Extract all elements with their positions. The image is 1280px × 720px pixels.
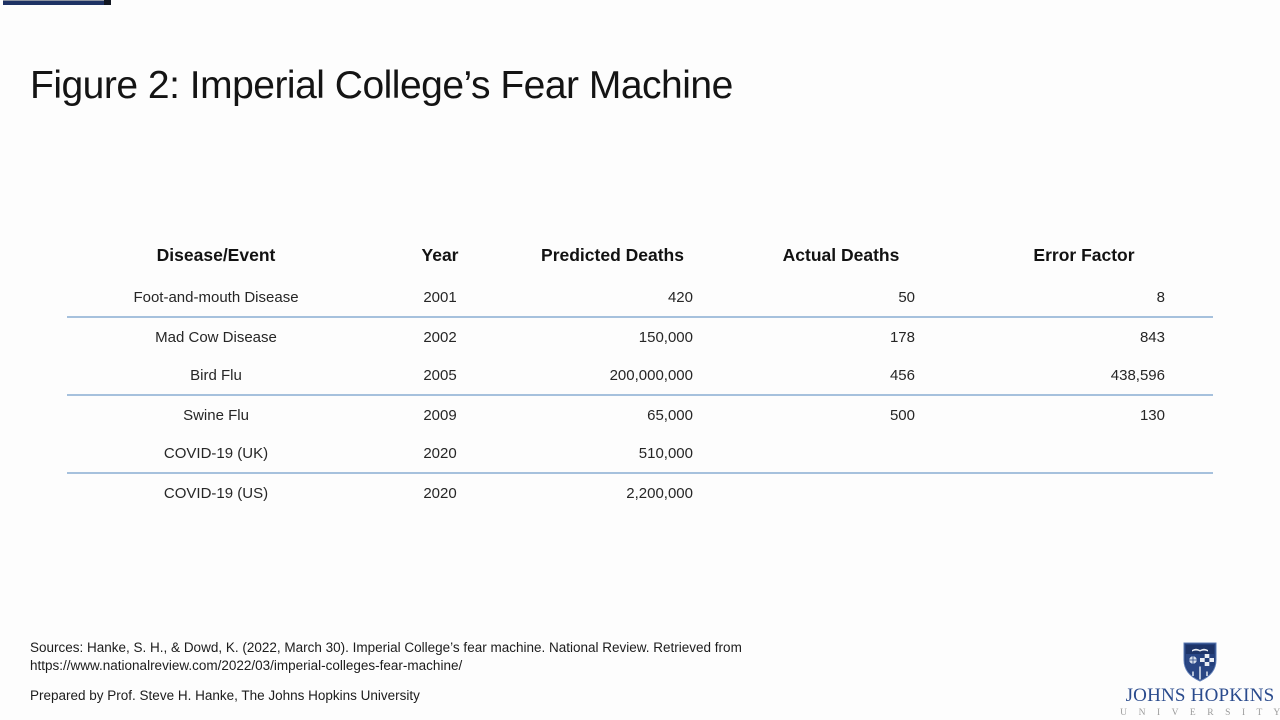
- cell-error: 8: [930, 278, 1213, 318]
- cell-actual: 50: [710, 278, 930, 318]
- sources-line-1: Sources: Hanke, S. H., & Dowd, K. (2022,…: [30, 640, 742, 655]
- table-row: COVID-19 (UK) 2020 510,000: [67, 434, 1213, 474]
- sources-line-2: https://www.nationalreview.com/2022/03/i…: [30, 657, 463, 673]
- cell-predicted: 510,000: [515, 434, 710, 474]
- cell-disease: Swine Flu: [183, 406, 249, 424]
- cell-error: 843: [1139, 328, 1165, 346]
- cell-predicted: 200,000,000: [515, 356, 710, 396]
- cell-year: 2020: [365, 434, 515, 474]
- cell-predicted: 420: [515, 278, 710, 318]
- video-progress-tip: [104, 0, 111, 5]
- cell-actual: 500: [889, 406, 915, 424]
- table-row: Foot-and-mouth Disease 2001 420 50 8: [67, 278, 1213, 318]
- column-header-error-factor: Error Factor: [1033, 244, 1135, 265]
- table-header-row: Disease/Event Year Predicted Deaths Actu…: [67, 232, 1213, 278]
- data-table-container: Disease/Event Year Predicted Deaths Actu…: [67, 232, 1213, 512]
- video-progress-fill: [3, 0, 104, 5]
- table-row: Swine Flu 2009 65,000 500 130: [67, 395, 1213, 434]
- johns-hopkins-logo: JOHNS HOPKINS U N I V E R S I T Y: [1120, 641, 1280, 718]
- jhu-shield-icon: [1183, 642, 1217, 682]
- page-title: Figure 2: Imperial College’s Fear Machin…: [30, 64, 733, 107]
- sources-text: Sources: Hanke, S. H., & Dowd, K. (2022,…: [30, 639, 742, 674]
- cell-year: 2002: [423, 328, 457, 346]
- column-header-actual-deaths: Actual Deaths: [782, 244, 900, 265]
- cell-year: 2020: [423, 484, 457, 502]
- jhu-university-label: U N I V E R S I T Y: [1120, 708, 1280, 718]
- cell-disease: Foot-and-mouth Disease: [67, 278, 365, 318]
- cell-disease: Mad Cow Disease: [155, 328, 277, 346]
- table-row: Bird Flu 2005 200,000,000 456 438,596: [67, 356, 1213, 396]
- column-header-predicted-deaths: Predicted Deaths: [541, 244, 684, 265]
- column-header-year: Year: [421, 244, 459, 265]
- cell-actual: 178: [889, 328, 915, 346]
- cell-error: [930, 473, 1213, 512]
- prepared-by-text: Prepared by Prof. Steve H. Hanke, The Jo…: [30, 688, 420, 703]
- cell-disease: Bird Flu: [67, 356, 365, 396]
- data-table: Disease/Event Year Predicted Deaths Actu…: [67, 232, 1213, 512]
- cell-error: [930, 434, 1213, 474]
- cell-disease: COVID-19 (UK): [67, 434, 365, 474]
- cell-year: 2001: [365, 278, 515, 318]
- cell-error: 438,596: [930, 356, 1213, 396]
- cell-predicted: 2,200,000: [626, 484, 693, 502]
- cell-year: 2005: [365, 356, 515, 396]
- jhu-wordmark: JOHNS HOPKINS: [1125, 685, 1275, 706]
- cell-disease: COVID-19 (US): [163, 484, 269, 502]
- cell-actual: [710, 434, 930, 474]
- table-row: Mad Cow Disease 2002 150,000 178 843: [67, 317, 1213, 356]
- cell-predicted: 150,000: [638, 328, 693, 346]
- table-row: COVID-19 (US) 2020 2,200,000: [67, 473, 1213, 512]
- cell-error: 130: [1139, 406, 1165, 424]
- cell-predicted: 65,000: [647, 406, 693, 424]
- cell-year: 2009: [423, 406, 457, 424]
- cell-actual: 456: [710, 356, 930, 396]
- video-progress-bar: [3, 0, 111, 5]
- cell-actual: [710, 473, 930, 512]
- column-header-disease-event: Disease/Event: [156, 244, 276, 265]
